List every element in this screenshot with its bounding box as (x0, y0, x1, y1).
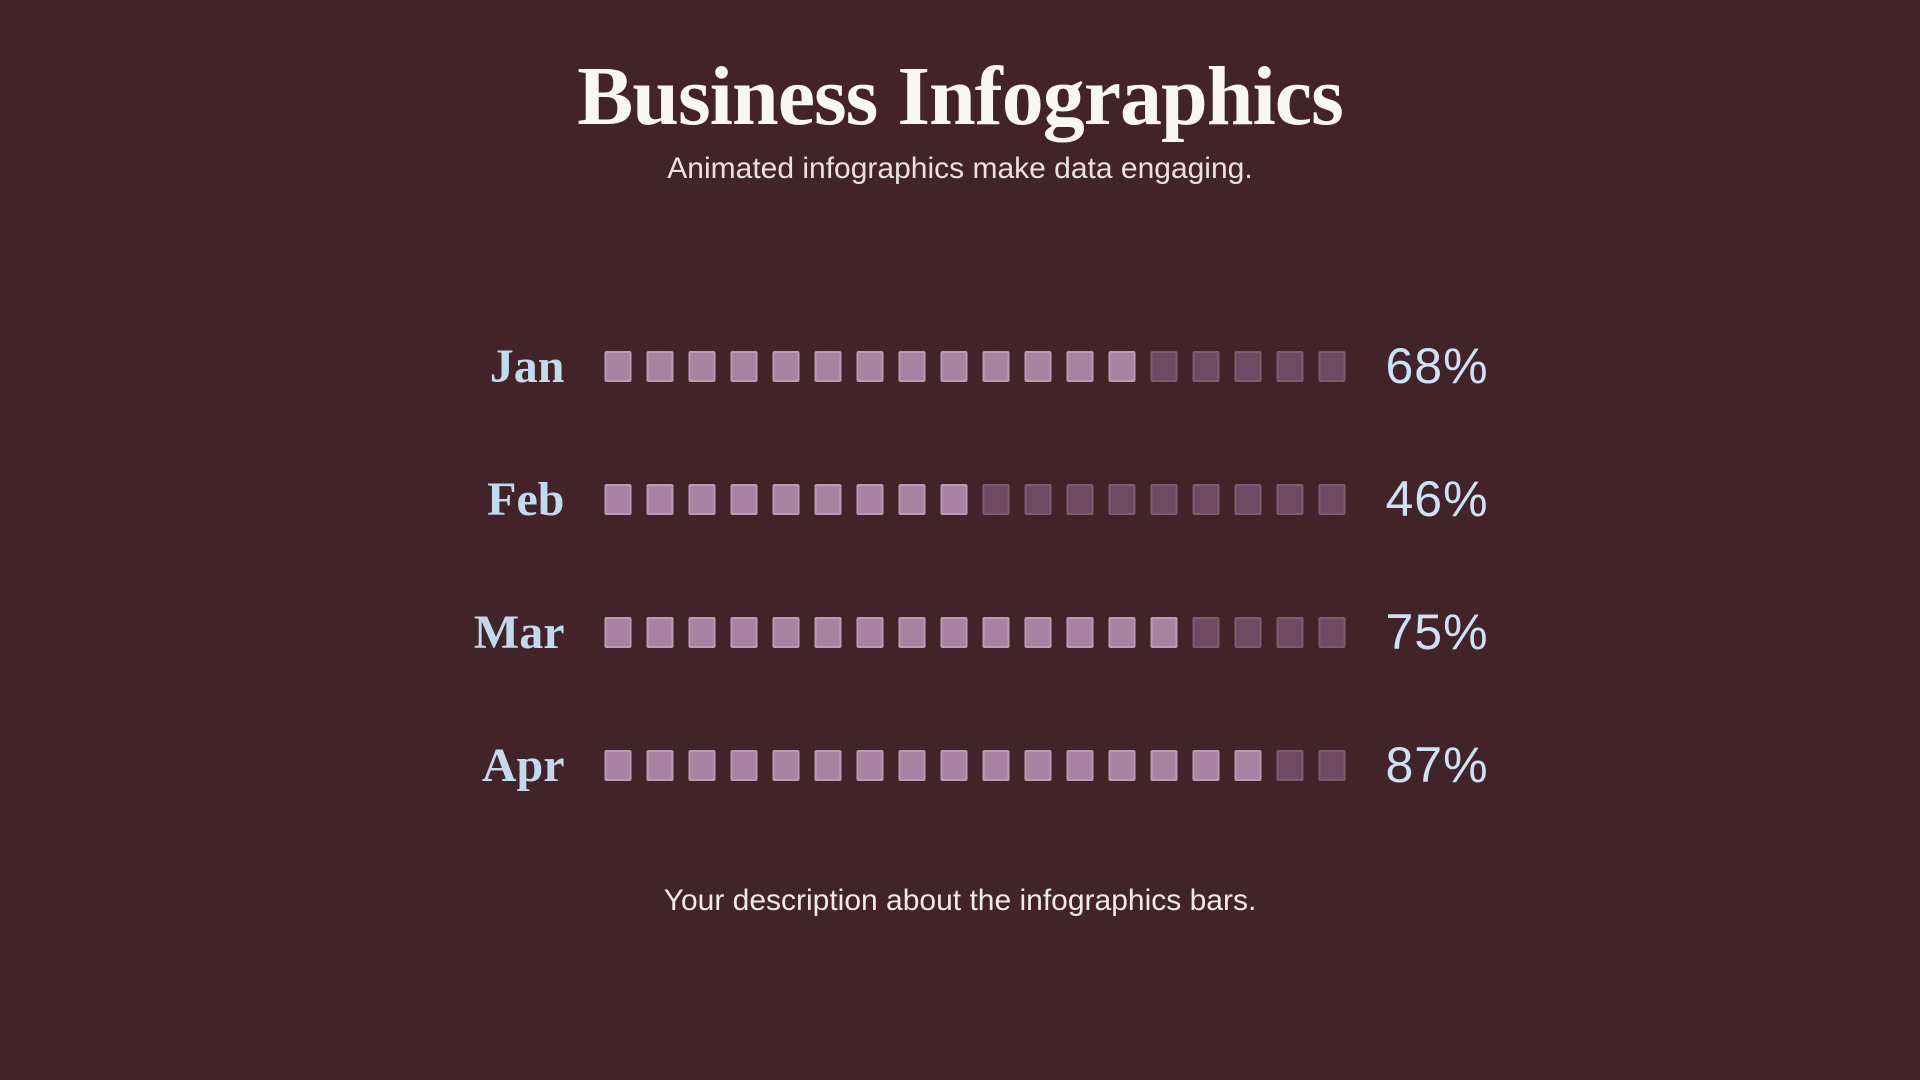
filled-square (688, 350, 716, 382)
empty-square (1318, 483, 1346, 515)
filled-square (1150, 749, 1178, 781)
empty-square (1150, 483, 1178, 515)
empty-square (1276, 483, 1304, 515)
filled-square (604, 749, 632, 781)
filled-square (982, 749, 1010, 781)
filled-square (646, 749, 674, 781)
filled-square (856, 749, 884, 781)
empty-square (1066, 483, 1094, 515)
filled-square (1024, 616, 1052, 648)
filled-square (1108, 749, 1136, 781)
empty-square (1024, 483, 1052, 515)
filled-square (604, 616, 632, 648)
filled-square (730, 749, 758, 781)
filled-square (940, 350, 968, 382)
empty-square (1234, 350, 1262, 382)
percent-value: 46% (1385, 471, 1489, 527)
filled-square (940, 483, 968, 515)
filled-square (646, 483, 674, 515)
squares-track (604, 616, 1346, 648)
percent-value: 68% (1385, 338, 1489, 394)
filled-square (730, 616, 758, 648)
empty-square (1318, 350, 1346, 382)
empty-square (1192, 483, 1220, 515)
filled-square (772, 483, 800, 515)
filled-square (814, 749, 842, 781)
percent-value: 75% (1385, 604, 1489, 660)
empty-square (1192, 350, 1220, 382)
squares-track (604, 749, 1346, 781)
month-label: Jan (489, 339, 565, 393)
empty-square (1234, 483, 1262, 515)
empty-square (1318, 749, 1346, 781)
filled-square (814, 616, 842, 648)
chart-caption: Your description about the infographics … (663, 884, 1257, 917)
month-label: Feb (487, 472, 565, 526)
filled-square (898, 616, 926, 648)
page-subtitle: Animated infographics make data engaging… (667, 152, 1253, 185)
filled-square (604, 350, 632, 382)
filled-square (1066, 749, 1094, 781)
filled-square (772, 350, 800, 382)
filled-square (646, 616, 674, 648)
filled-square (898, 483, 926, 515)
squares-track (604, 483, 1346, 515)
empty-square (1192, 616, 1220, 648)
filled-square (856, 483, 884, 515)
empty-square (1150, 350, 1178, 382)
month-label: Apr (481, 738, 565, 792)
empty-square (982, 483, 1010, 515)
filled-square (688, 749, 716, 781)
filled-square (730, 483, 758, 515)
squares-track (604, 350, 1346, 382)
filled-square (940, 749, 968, 781)
filled-square (1150, 616, 1178, 648)
empty-square (1234, 616, 1262, 648)
filled-square (688, 483, 716, 515)
filled-square (1108, 350, 1136, 382)
filled-square (688, 616, 716, 648)
chart-row: Feb 46% (445, 463, 1487, 535)
filled-square (1108, 616, 1136, 648)
filled-square (898, 350, 926, 382)
chart-row: Apr 87% (445, 729, 1488, 801)
filled-square (898, 749, 926, 781)
chart-row: Mar 75% (445, 596, 1488, 668)
filled-square (982, 350, 1010, 382)
infographic-chart: Jan 68% Feb 46% Mar 75% Apr 87% (445, 330, 1488, 801)
filled-square (856, 616, 884, 648)
empty-square (1108, 483, 1136, 515)
filled-square (604, 483, 632, 515)
empty-square (1318, 616, 1346, 648)
filled-square (772, 749, 800, 781)
filled-square (982, 616, 1010, 648)
chart-row: Jan 68% (445, 330, 1488, 402)
filled-square (814, 350, 842, 382)
percent-value: 87% (1385, 737, 1489, 793)
filled-square (1234, 749, 1262, 781)
filled-square (1024, 350, 1052, 382)
month-label: Mar (473, 605, 565, 659)
filled-square (856, 350, 884, 382)
empty-square (1276, 749, 1304, 781)
filled-square (940, 616, 968, 648)
filled-square (1066, 616, 1094, 648)
filled-square (1192, 749, 1220, 781)
filled-square (730, 350, 758, 382)
empty-square (1276, 350, 1304, 382)
filled-square (646, 350, 674, 382)
filled-square (772, 616, 800, 648)
filled-square (1024, 749, 1052, 781)
filled-square (814, 483, 842, 515)
filled-square (1066, 350, 1094, 382)
empty-square (1276, 616, 1304, 648)
page-title: Business Infographics (577, 50, 1344, 143)
